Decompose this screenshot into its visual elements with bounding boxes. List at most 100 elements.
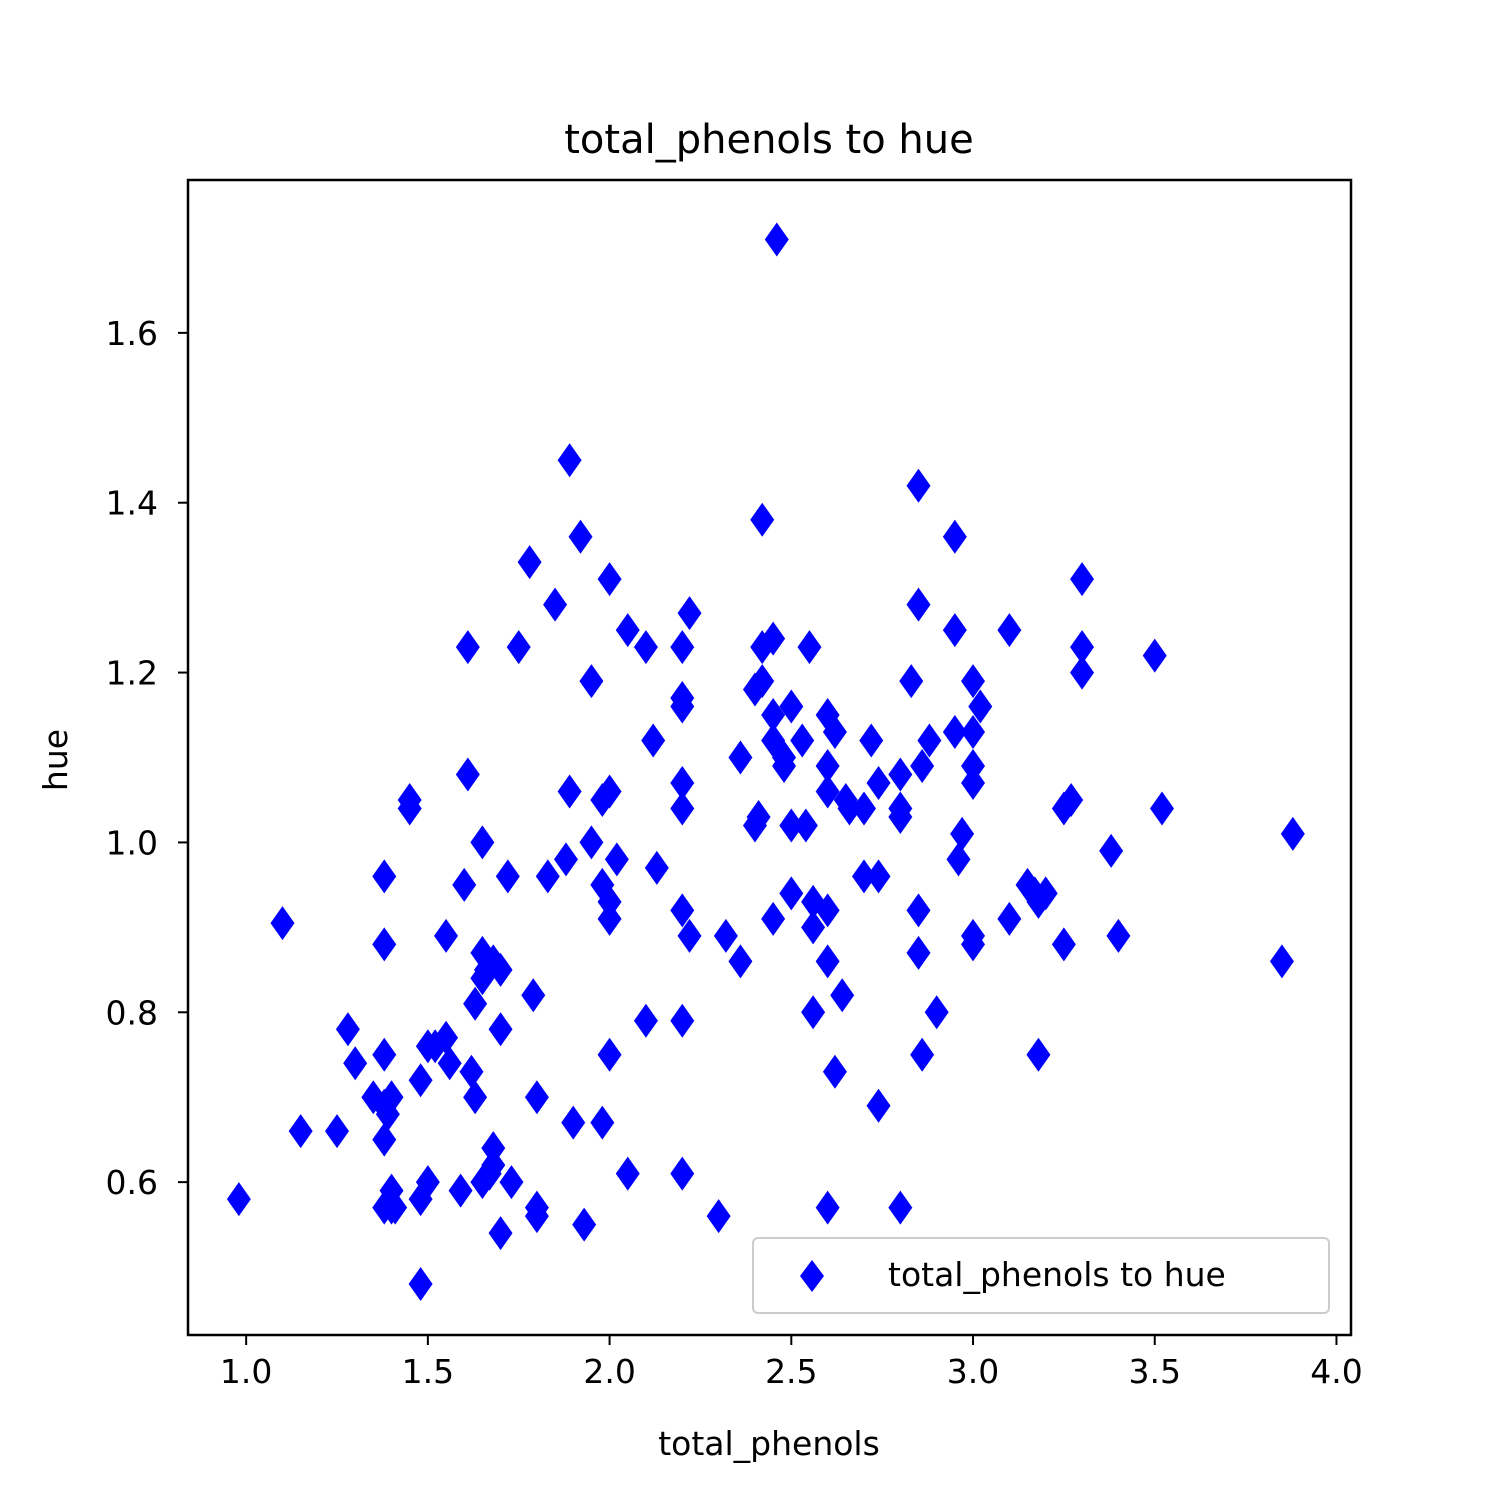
- data-point: [408, 1182, 433, 1217]
- data-point: [226, 1182, 251, 1217]
- data-point: [579, 825, 604, 860]
- data-point: [837, 791, 862, 826]
- data-point: [434, 918, 459, 953]
- x-tick-label: 1.5: [402, 1352, 454, 1391]
- data-point: [866, 859, 891, 894]
- data-point: [961, 765, 986, 800]
- data-point: [553, 842, 578, 877]
- data-point: [779, 876, 804, 911]
- data-point: [524, 1080, 549, 1115]
- data-point: [942, 519, 967, 554]
- data-point: [713, 918, 738, 953]
- data-point: [372, 927, 397, 962]
- legend-box: [752, 1237, 1330, 1314]
- x-tick-label: 2.5: [765, 1352, 817, 1391]
- data-point: [910, 748, 935, 783]
- data-point: [615, 613, 640, 648]
- data-point: [561, 1105, 586, 1140]
- data-point: [815, 944, 840, 979]
- data-point: [543, 587, 568, 622]
- data-point: [1106, 918, 1131, 953]
- data-point: [968, 689, 993, 724]
- data-point: [706, 1199, 731, 1234]
- data-point: [335, 1012, 360, 1047]
- data-point: [728, 944, 753, 979]
- data-point: [822, 715, 847, 750]
- x-tick-label: 2.0: [583, 1352, 635, 1391]
- data-point: [455, 630, 480, 665]
- data-point: [470, 825, 495, 860]
- data-point: [866, 765, 891, 800]
- data-point: [597, 774, 622, 809]
- data-point: [801, 995, 826, 1030]
- data-point: [772, 748, 797, 783]
- data-point: [437, 1046, 462, 1081]
- data-point: [790, 723, 815, 758]
- legend-marker: [800, 1260, 824, 1292]
- data-point: [579, 664, 604, 699]
- data-point: [1070, 562, 1095, 597]
- data-point: [506, 630, 531, 665]
- data-point: [961, 664, 986, 699]
- data-point: [463, 1080, 488, 1115]
- data-point: [288, 1114, 313, 1149]
- data-point: [397, 791, 422, 826]
- y-tick-label: 1.4: [106, 484, 158, 523]
- data-point: [866, 1088, 891, 1123]
- data-point: [815, 774, 840, 809]
- data-point: [495, 859, 520, 894]
- y-tick-label: 0.8: [106, 993, 158, 1032]
- data-point: [488, 1216, 513, 1251]
- data-point: [888, 799, 913, 834]
- data-point: [761, 698, 786, 733]
- data-point: [797, 630, 822, 665]
- data-point: [557, 774, 582, 809]
- data-point: [779, 689, 804, 724]
- data-point: [961, 715, 986, 750]
- data-point: [1280, 816, 1305, 851]
- data-point: [917, 723, 942, 758]
- x-tick-label: 3.0: [947, 1352, 999, 1391]
- legend: total_phenols to hue: [752, 1237, 1330, 1314]
- data-point: [383, 1190, 408, 1225]
- data-point: [408, 1267, 433, 1302]
- y-tick-label: 0.6: [106, 1163, 158, 1202]
- data-point: [641, 723, 666, 758]
- data-point: [1269, 944, 1294, 979]
- y-tick-label: 1.0: [106, 823, 158, 862]
- data-point: [488, 1012, 513, 1047]
- data-point: [906, 893, 931, 928]
- data-point: [452, 867, 477, 902]
- data-point: [615, 1156, 640, 1191]
- data-point: [761, 621, 786, 656]
- data-point: [906, 935, 931, 970]
- data-point: [434, 1020, 459, 1055]
- data-point: [372, 1037, 397, 1072]
- data-point: [801, 910, 826, 945]
- data-point: [906, 587, 931, 622]
- data-point: [779, 808, 804, 843]
- data-point: [910, 1037, 935, 1072]
- data-point: [633, 1003, 658, 1038]
- x-tick-label: 1.0: [220, 1352, 272, 1391]
- data-point: [557, 443, 582, 478]
- data-point: [899, 664, 924, 699]
- data-point: [793, 808, 818, 843]
- data-point: [343, 1046, 368, 1081]
- data-point: [851, 791, 876, 826]
- data-point: [997, 901, 1022, 936]
- data-point: [815, 893, 840, 928]
- data-point: [750, 664, 775, 699]
- data-point: [524, 1199, 549, 1234]
- data-point: [463, 986, 488, 1021]
- chart-title: total_phenols to hue: [564, 117, 974, 163]
- data-point: [270, 906, 295, 941]
- data-point: [728, 740, 753, 775]
- data-point: [942, 613, 967, 648]
- data-point: [1099, 833, 1124, 868]
- data-point: [822, 1054, 847, 1089]
- data-point: [859, 723, 884, 758]
- data-point: [924, 995, 949, 1030]
- data-point: [1051, 927, 1076, 962]
